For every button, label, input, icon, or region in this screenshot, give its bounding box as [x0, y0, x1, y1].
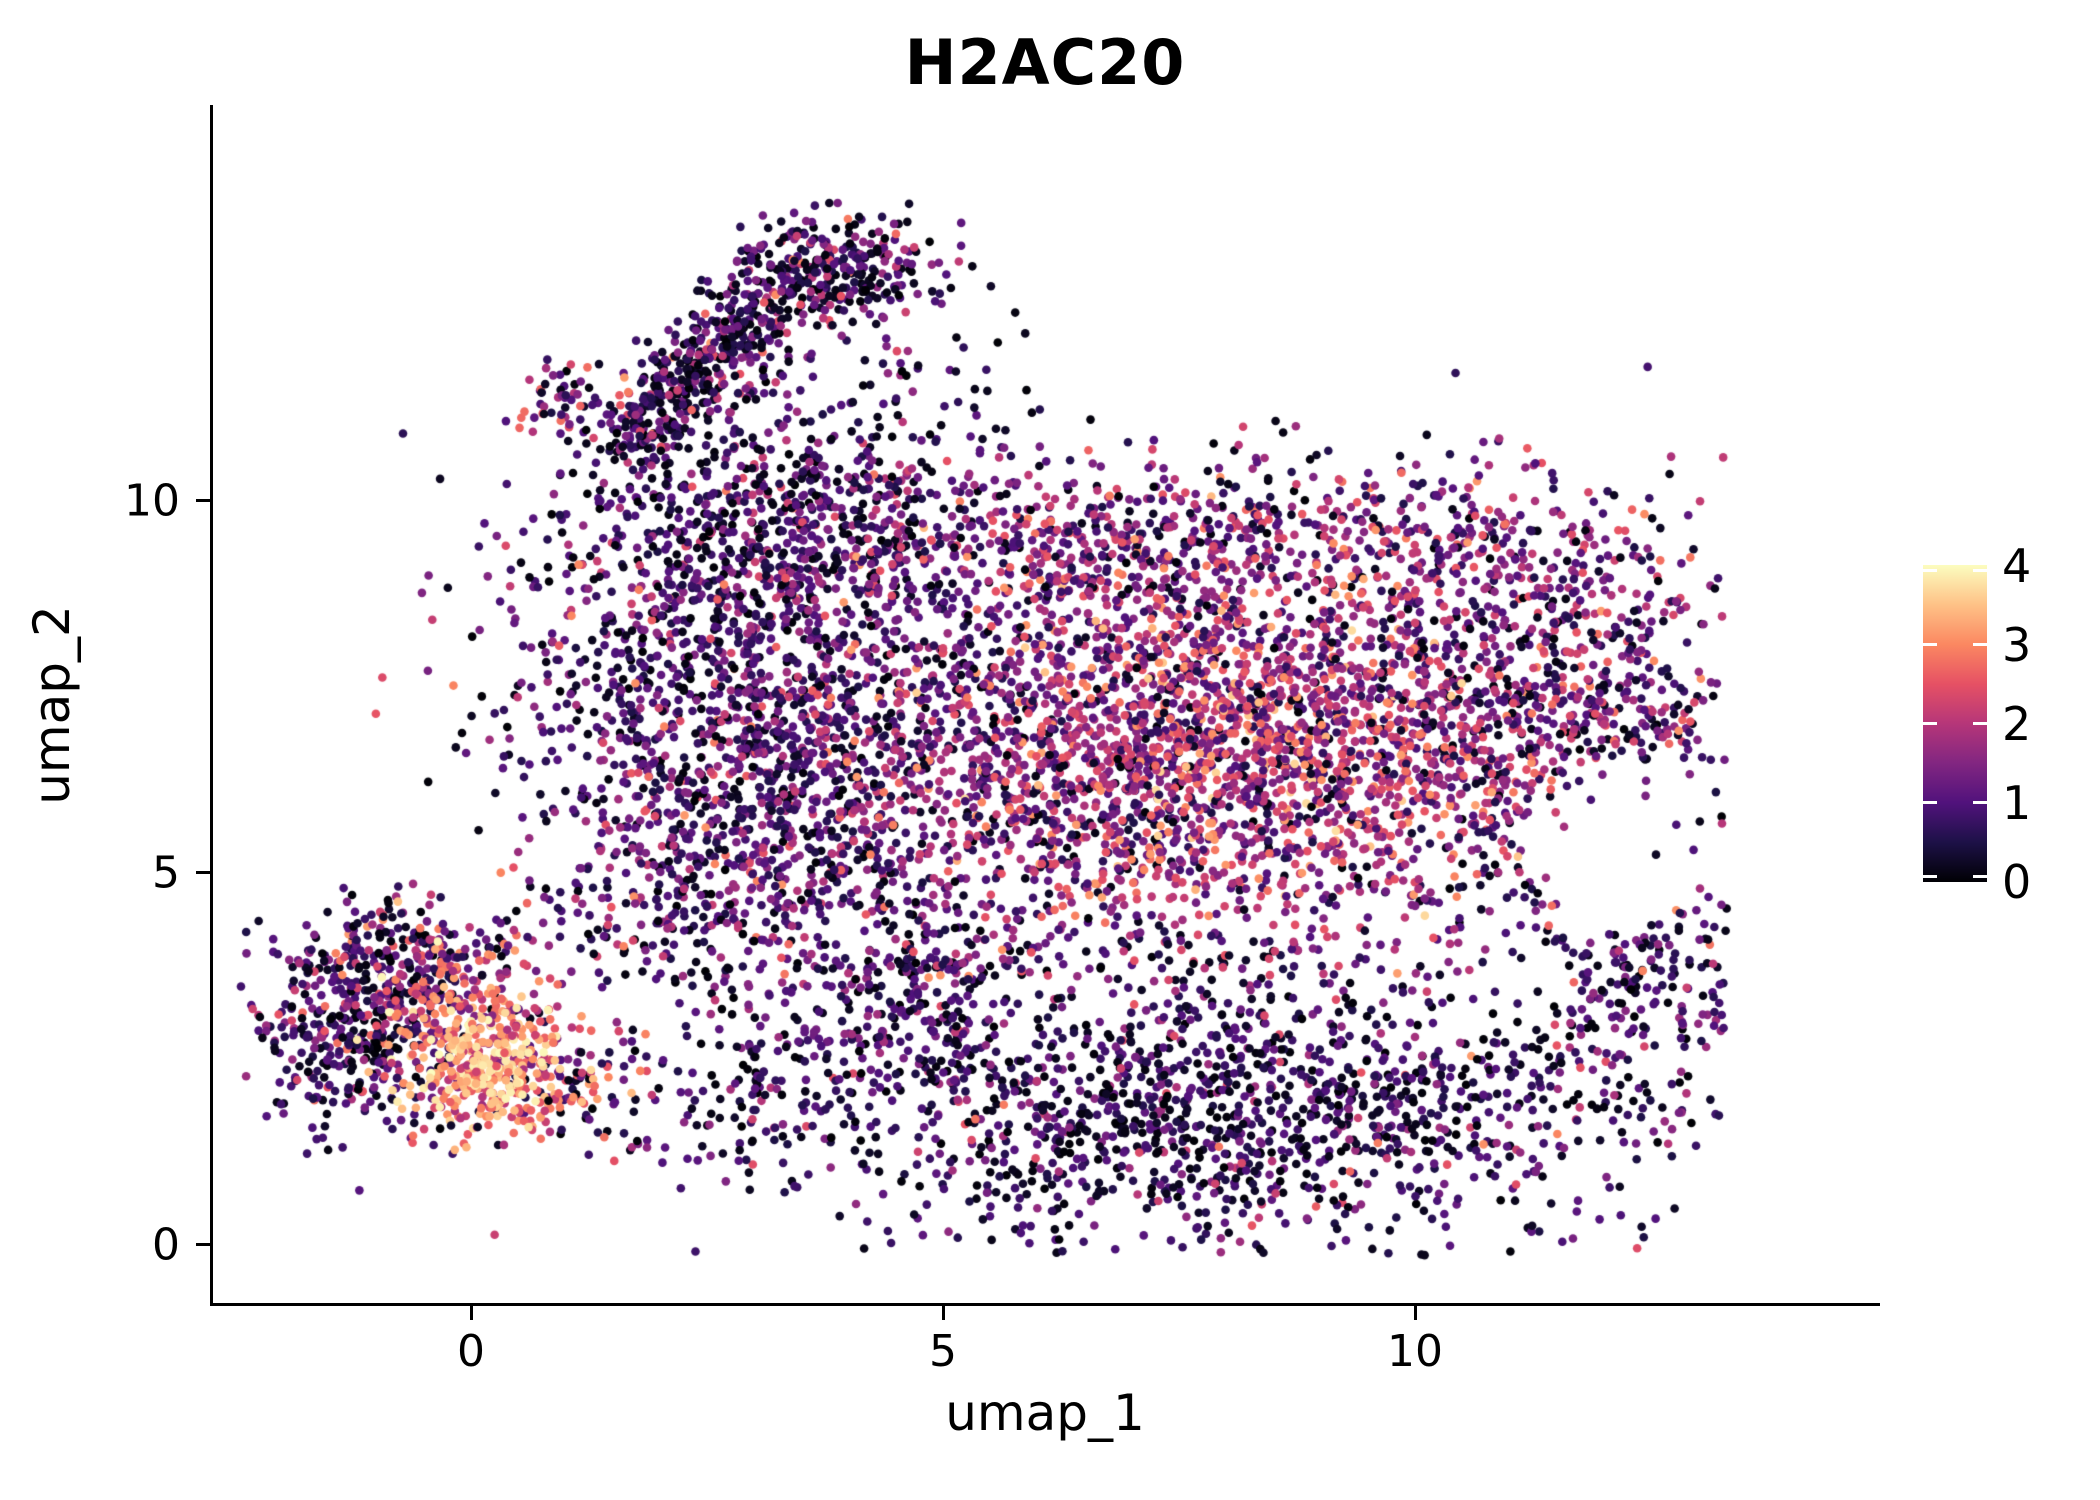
- y-tick-label: 5: [152, 847, 180, 899]
- x-tick-label: 10: [1387, 1326, 1443, 1377]
- colorbar-tick-label: 3: [2002, 618, 2032, 672]
- x-tick-mark: [942, 1306, 945, 1320]
- y-axis-line: [210, 105, 213, 1306]
- colorbar-tick-mark: [1923, 722, 1987, 725]
- x-tick-mark: [470, 1306, 473, 1320]
- colorbar-tick-label: 4: [2002, 539, 2032, 593]
- y-tick-mark: [196, 1243, 210, 1246]
- y-tick-mark: [196, 499, 210, 502]
- x-tick-mark: [1414, 1306, 1417, 1320]
- colorbar-tick-mark: [1923, 569, 1987, 572]
- y-tick-label: 10: [124, 475, 180, 527]
- x-axis-line: [210, 1303, 1880, 1306]
- colorbar-tick-label: 2: [2002, 697, 2032, 751]
- x-tick-label: 5: [929, 1326, 957, 1377]
- y-tick-label: 0: [152, 1219, 180, 1271]
- colorbar-tick-label: 0: [2002, 855, 2032, 909]
- y-axis-title: umap_2: [23, 605, 81, 805]
- expression-colorbar: [1923, 565, 1987, 882]
- colorbar-tick-mark: [1923, 643, 1987, 646]
- x-axis-title: umap_1: [945, 1384, 1145, 1442]
- colorbar-tick-mark: [1923, 801, 1987, 804]
- colorbar-tick-mark: [1923, 875, 1987, 878]
- plot-title: H2AC20: [904, 26, 1186, 99]
- x-tick-label: 0: [457, 1326, 485, 1377]
- y-tick-mark: [196, 871, 210, 874]
- colorbar-tick-label: 1: [2002, 776, 2032, 830]
